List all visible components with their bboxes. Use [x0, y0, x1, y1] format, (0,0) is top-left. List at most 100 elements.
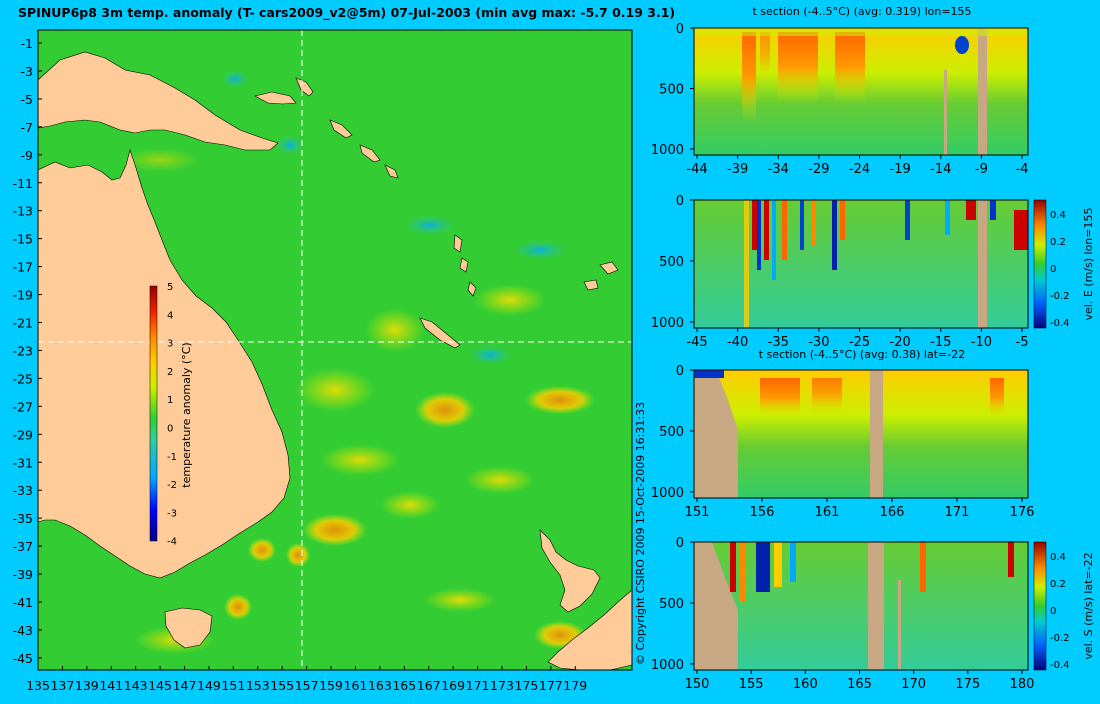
lon-tick-label: 145 [148, 678, 172, 693]
colorbar-tick: -2 [167, 480, 177, 491]
x-tick-label: 166 [880, 505, 905, 520]
colorbar-label: temperature anomaly (°C) [180, 342, 193, 487]
colorbar-tick: -0.4 [1050, 318, 1070, 329]
new-ireland [295, 77, 314, 97]
x-tick-label: -19 [890, 162, 911, 177]
colorbar-label: vel. S (m/s) lat=-22 [1082, 552, 1095, 659]
lon-tick-label: 141 [99, 678, 123, 693]
colorbar-tick-labels: 0.4 0.2 0 -0.2 -0.4 [1050, 552, 1070, 671]
panel-plot [694, 542, 1028, 670]
australia [37, 148, 291, 579]
x-tick-label: -10 [971, 335, 992, 350]
lon-tick-label: 161 [344, 678, 368, 693]
x-tick-label: 161 [815, 505, 840, 520]
lat-tick-label: -25 [13, 371, 33, 386]
lat-tick-label: -27 [13, 399, 33, 414]
lon-tick-label: 173 [490, 678, 514, 693]
depth-tick-label: 0 [676, 194, 684, 209]
depth-tick-label: 500 [659, 82, 684, 97]
section-panel-t-lon: t section (-4..5°C) (avg: 0.319) lon=155… [651, 5, 1029, 177]
colorbar-scale [1033, 541, 1047, 671]
x-tick-label: 156 [750, 505, 775, 520]
lat-tick-label: -45 [13, 651, 33, 666]
depth-tick-label: 0 [676, 22, 684, 37]
x-tick-label: 165 [847, 677, 872, 692]
depth-tick-label: 500 [659, 255, 684, 270]
x-tick-label: -15 [930, 335, 951, 350]
lon-tick-label: 137 [50, 678, 74, 693]
lon-tick-label: 177 [539, 678, 563, 693]
panel-plot [694, 200, 1028, 328]
lon-tick-label: 171 [466, 678, 490, 693]
lat-tick-label: -1 [21, 36, 33, 51]
colorbar-tick: 0.4 [1050, 210, 1066, 221]
x-tick-label: -35 [768, 335, 789, 350]
depth-tick-label: 0 [676, 536, 684, 551]
lon-tick-label: 167 [417, 678, 441, 693]
lon-tick-label: 151 [221, 678, 245, 693]
x-tick-label: -44 [686, 162, 707, 177]
lon-tick-label: 175 [514, 678, 538, 693]
depth-tick-label: 1000 [651, 658, 684, 673]
lat-tick-label: -23 [13, 343, 33, 358]
colorbar-tick-labels: 0.4 0.2 0 -0.2 -0.4 [1050, 210, 1070, 329]
x-tick-label: 180 [1010, 677, 1035, 692]
colorbar-tick: -3 [167, 508, 177, 519]
colorbar-tick: 3 [167, 339, 173, 350]
vanuatu [453, 234, 477, 297]
colorbar-tick: 2 [167, 367, 173, 378]
lon-tick-label: 165 [392, 678, 416, 693]
x-tick-label: -24 [849, 162, 870, 177]
colorbar-tick: 0 [167, 424, 173, 435]
lat-tick-label: -43 [13, 623, 33, 638]
panel-features [694, 28, 1028, 155]
colorbar-tick: 0 [1050, 264, 1056, 275]
colorbar-label: vel. E (m/s) lon=155 [1082, 208, 1095, 321]
tasmania [164, 607, 213, 649]
x-tick-label: -34 [768, 162, 789, 177]
colorbar-tick: -0.2 [1050, 291, 1070, 302]
x-tick-label: -25 [849, 335, 870, 350]
colorbar-scale [1033, 199, 1047, 329]
colorbar-tick-labels: 5 4 3 2 1 0 -1 -2 -3 -4 [167, 282, 177, 548]
temperature-colorbar: 5 4 3 2 1 0 -1 -2 -3 -4 temperature anomaly (°C) [149, 282, 193, 548]
panel-title: t section (-4..5°C) (avg: 0.319) lon=155 [752, 5, 971, 18]
lon-tick-label: 139 [75, 678, 99, 693]
lat-tick-label: -33 [13, 483, 33, 498]
depth-tick-label: 1000 [651, 486, 684, 501]
x-tick-label: -9 [975, 162, 988, 177]
panel-colorbar: 0.4 0.2 0 -0.2 -0.4 vel. E (m/s) lon=155 [1033, 199, 1095, 329]
x-tick-label: -45 [686, 335, 707, 350]
panel-frame [693, 27, 1029, 156]
copyright-stamp: © Copyright CSIRO 2009 15-Oct-2009 16:31… [634, 402, 647, 665]
lat-tick-label: -29 [13, 427, 33, 442]
panel-frame [693, 541, 1029, 671]
lat-tick-labels: -1 -3 -5 -7 -9 -11 -13 -15 -17 -19 -21 -23 -25 -27 -29… [13, 36, 42, 666]
lat-tick-label: -5 [21, 92, 33, 107]
fiji [583, 261, 619, 291]
new-britain [254, 91, 297, 105]
lat-tick-label: -35 [13, 511, 33, 526]
lon-tick-label: 179 [563, 678, 587, 693]
x-tick-label: 160 [793, 677, 818, 692]
x-tick-label: -14 [930, 162, 951, 177]
depth-tick-label: 1000 [651, 143, 684, 158]
section-panel-vel-e: 0.4 0.2 0 -0.2 -0.4 vel. E (m/s) lon=155 0 50… [651, 194, 1095, 350]
colorbar-tick: 0.2 [1050, 237, 1066, 248]
lat-tick-label: -9 [21, 148, 34, 163]
panel-features [694, 542, 1014, 670]
depth-tick-label: 500 [659, 425, 684, 440]
panel-plot [694, 370, 1028, 498]
lon-tick-label: 169 [441, 678, 465, 693]
lat-tick-label: -41 [13, 595, 33, 610]
lat-tick-label: -15 [13, 232, 33, 247]
new-zealand-north [539, 529, 601, 613]
x-tick-label: -30 [808, 335, 829, 350]
colorbar-tick: 5 [167, 282, 173, 293]
colorbar-tick: -0.4 [1050, 660, 1070, 671]
colorbar-tick: 0.4 [1050, 552, 1066, 563]
lon-tick-label: 135 [26, 678, 50, 693]
